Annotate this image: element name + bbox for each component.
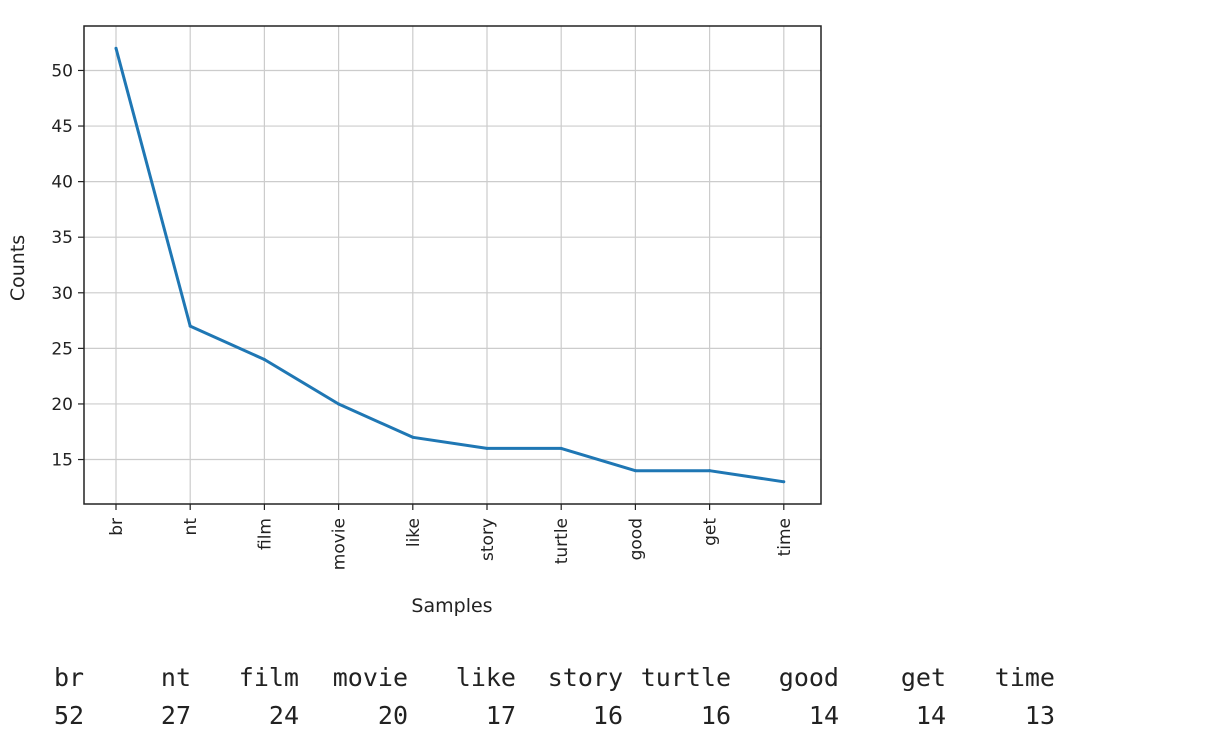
y-tick-label: 20 (51, 395, 73, 415)
x-tick-label: time (775, 518, 795, 556)
table-header-cell: time (994, 663, 1055, 692)
data-point (708, 469, 712, 473)
table-header-cell: get (900, 663, 946, 692)
y-axis-title: Counts (7, 235, 29, 301)
x-tick-label: like (404, 518, 424, 547)
x-tick-label: br (107, 518, 127, 536)
y-tick-label: 30 (51, 284, 73, 304)
data-point (262, 357, 266, 361)
data-point (114, 46, 118, 50)
data-points (114, 46, 786, 484)
data-point (559, 446, 563, 450)
table-value-cell: 52 (54, 701, 85, 730)
x-tick-label: turtle (552, 518, 572, 564)
table-value-cell: 13 (1024, 701, 1055, 730)
y-tick-label: 40 (51, 173, 73, 193)
data-point (485, 446, 489, 450)
x-tick-label: movie (330, 518, 350, 570)
table-value-cell: 17 (485, 701, 516, 730)
data-point (411, 435, 415, 439)
plot-frame (83, 25, 822, 505)
frequency-table: br nt film movie like story turtle good get time 5… (0, 661, 1226, 741)
grid-lines (84, 26, 821, 504)
table-header-cell: nt (160, 663, 191, 692)
data-point (337, 402, 341, 406)
x-tick-label: get (701, 518, 721, 546)
table-header-cell: br (54, 663, 85, 692)
y-tick-label: 25 (51, 339, 73, 359)
y-tick-label: 50 (51, 61, 73, 81)
y-tick-label: 35 (51, 228, 73, 248)
data-point (188, 324, 192, 328)
frequency-line-chart: 15 20 25 30 35 40 45 50 br nt film movie like story tu… (7, 25, 822, 617)
x-tick-label: nt (181, 518, 201, 536)
table-header-cell: like (455, 663, 516, 692)
table-header-cell: turtle (640, 663, 731, 692)
table-value-cell: 14 (808, 701, 839, 730)
y-tick-label: 45 (51, 117, 73, 137)
data-point (633, 469, 637, 473)
table-value-cell: 27 (160, 701, 191, 730)
table-value-cell: 14 (915, 701, 946, 730)
table-header-cell: movie (332, 663, 408, 692)
x-axis-title: Samples (411, 595, 492, 617)
series-line (114, 47, 785, 484)
table-value-cell: 16 (700, 701, 731, 730)
table-header-cell: story (547, 663, 623, 692)
data-point (782, 480, 786, 484)
table-value-cell: 24 (268, 701, 299, 730)
x-tick-label: good (626, 518, 646, 560)
table-value-cell: 16 (592, 701, 623, 730)
x-tick-label: story (478, 518, 498, 561)
axis-ticks: 15 20 25 30 35 40 45 50 br nt film movie like story tu… (51, 61, 794, 570)
table-value-cell: 20 (377, 701, 408, 730)
table-header-cell: film (238, 663, 299, 692)
x-tick-label: film (255, 518, 275, 550)
y-tick-label: 15 (51, 451, 73, 471)
table-header-cell: good (778, 663, 839, 692)
